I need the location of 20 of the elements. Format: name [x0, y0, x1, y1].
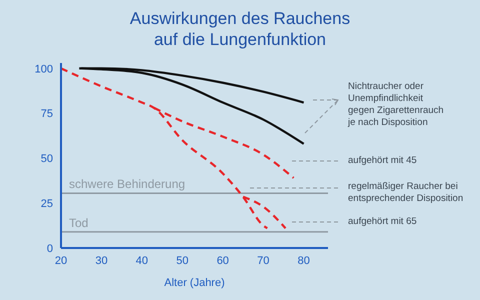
chart-title: Auswirkungen des Rauchens auf die Lungenfunktion	[128, 8, 352, 50]
text: aufgehört mit 65	[348, 216, 418, 228]
y-tick-label: 100	[34, 63, 53, 76]
x-tick-label: 50	[176, 254, 188, 267]
x-tick-label: 30	[95, 254, 108, 267]
text: Nichtraucher oder Unempfindlichkeit gegen Zigarettenrauch je nach Disposition	[348, 81, 445, 129]
x-tick-label: 40	[136, 254, 148, 267]
ref-line-label: schwere Behinderung	[69, 177, 186, 192]
y-tick-label: 75	[40, 108, 53, 120]
x-tick-label: 70	[257, 254, 270, 267]
text: aufgehört mit 45	[348, 155, 418, 167]
y-tick-label: 0	[46, 242, 53, 255]
x-tick-label: 80	[298, 254, 310, 267]
ref-line-label: Tod	[69, 216, 88, 230]
x-axis-title: Alter (Jahre)	[164, 277, 225, 289]
y-tick-label: 25	[40, 198, 53, 210]
text: regelmäßiger Raucher bei entsprechender Disposition	[348, 181, 464, 205]
x-tick-label: 20	[54, 254, 68, 267]
x-tick-label: 60	[216, 254, 229, 267]
y-tick-label: 50	[40, 153, 53, 166]
